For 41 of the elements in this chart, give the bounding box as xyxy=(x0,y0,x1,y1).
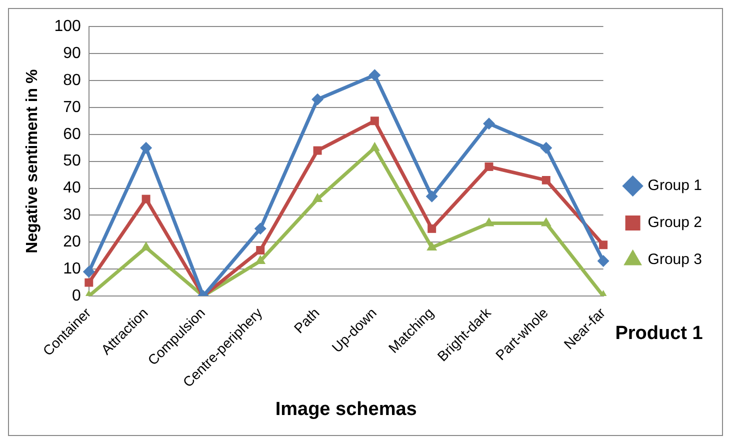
point xyxy=(426,242,438,251)
text: Product 1 xyxy=(615,323,704,344)
x-axis-title: Image schemas xyxy=(275,398,417,420)
point xyxy=(256,246,265,254)
y-tick-label: 90 xyxy=(63,44,81,62)
y-tick-label: 40 xyxy=(63,180,81,197)
point xyxy=(370,116,379,126)
point xyxy=(426,190,438,202)
y-tick-label: 10 xyxy=(63,260,81,278)
y-tick-label: 100 xyxy=(54,18,81,36)
point xyxy=(542,176,550,184)
point xyxy=(142,194,150,204)
point xyxy=(369,142,380,151)
point xyxy=(428,224,436,233)
y-axis-title: Negative sentiment in % xyxy=(24,69,42,254)
y-tick-label: 80 xyxy=(63,72,81,89)
y-tick-label: 20 xyxy=(63,234,81,251)
point xyxy=(313,146,322,155)
legend-label: Group 1 xyxy=(648,177,702,194)
y-tick-label: 30 xyxy=(63,206,81,224)
point xyxy=(484,162,494,171)
y-tick-label: 50 xyxy=(63,152,81,170)
legend-label: Group 3 xyxy=(648,251,702,268)
point xyxy=(84,278,94,287)
y-tick-label: 60 xyxy=(63,126,81,143)
point xyxy=(540,217,552,226)
point xyxy=(255,255,266,264)
point xyxy=(254,222,266,235)
y-tick-label: 0 xyxy=(72,287,81,304)
point xyxy=(140,142,152,154)
point xyxy=(597,255,610,268)
point xyxy=(312,193,323,202)
point xyxy=(140,242,152,251)
point xyxy=(312,93,324,106)
point xyxy=(82,266,95,278)
legend-label: Group 2 xyxy=(648,214,702,232)
point xyxy=(540,142,552,154)
point xyxy=(482,118,495,130)
point xyxy=(599,240,608,250)
point xyxy=(368,69,381,82)
y-tick-label: 70 xyxy=(63,98,81,116)
